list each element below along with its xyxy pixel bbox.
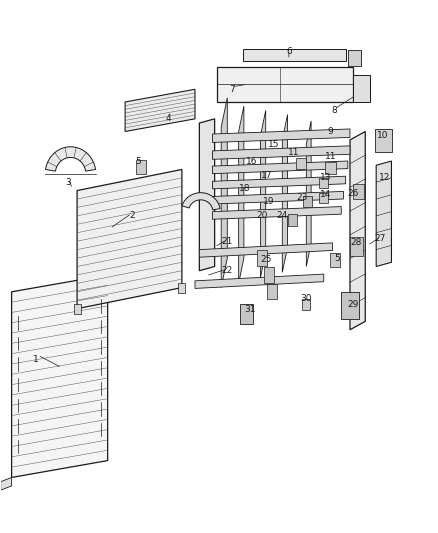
Polygon shape [212,176,346,189]
Text: 9: 9 [328,127,333,136]
Polygon shape [195,274,324,288]
Text: 28: 28 [351,238,362,247]
Bar [302,298,310,310]
Text: 16: 16 [246,157,258,166]
Text: 20: 20 [256,212,268,220]
Text: 5: 5 [334,254,340,263]
Polygon shape [212,146,350,159]
Polygon shape [199,243,332,257]
Text: 8: 8 [332,106,338,115]
Text: 7: 7 [229,85,235,94]
FancyBboxPatch shape [240,304,254,324]
Text: 21: 21 [221,237,233,246]
Bar [325,162,336,174]
Polygon shape [261,110,266,278]
Text: 30: 30 [300,294,312,303]
FancyBboxPatch shape [268,284,277,300]
Polygon shape [212,207,341,219]
Text: 2: 2 [129,212,134,220]
Polygon shape [376,161,392,266]
Text: 4: 4 [166,115,172,123]
Polygon shape [350,132,365,330]
Text: 1: 1 [33,355,39,364]
Text: 13: 13 [320,173,332,182]
Text: 11: 11 [287,148,299,157]
Text: 29: 29 [348,300,359,309]
Polygon shape [306,121,311,266]
Text: 25: 25 [261,255,272,264]
Polygon shape [243,49,346,61]
Text: 18: 18 [239,183,250,192]
Bar [136,160,146,174]
Text: 15: 15 [268,140,279,149]
Bar [353,184,364,199]
Polygon shape [212,161,348,174]
Polygon shape [1,478,12,490]
Polygon shape [217,67,353,102]
FancyBboxPatch shape [178,282,185,293]
Polygon shape [283,115,288,272]
Polygon shape [239,106,244,284]
FancyBboxPatch shape [257,251,267,265]
Text: 3: 3 [66,177,71,187]
Text: 17: 17 [261,171,273,180]
Polygon shape [12,275,108,478]
Text: 31: 31 [245,305,256,314]
Text: 6: 6 [286,47,292,56]
Text: 11: 11 [325,152,336,161]
Polygon shape [125,90,195,132]
Text: 10: 10 [377,131,389,140]
FancyBboxPatch shape [74,304,81,314]
FancyBboxPatch shape [341,292,359,319]
Bar [296,158,306,169]
Polygon shape [46,147,95,171]
Polygon shape [182,192,220,210]
Text: 19: 19 [263,197,275,206]
Bar [350,237,363,255]
FancyBboxPatch shape [265,268,274,282]
Polygon shape [77,169,182,309]
Polygon shape [199,119,215,271]
FancyBboxPatch shape [348,51,361,66]
Polygon shape [221,98,227,288]
Text: 12: 12 [379,173,391,182]
Bar [319,193,328,203]
Text: 24: 24 [277,212,288,220]
Bar [303,196,312,207]
Bar [319,178,328,188]
Polygon shape [212,129,350,142]
Polygon shape [353,75,370,102]
Bar [330,253,340,266]
Text: 5: 5 [135,157,141,166]
Text: 22: 22 [221,266,233,275]
Text: 14: 14 [320,190,332,199]
Polygon shape [212,191,343,204]
Text: 27: 27 [375,234,386,243]
Text: 23: 23 [296,193,307,202]
Bar [288,214,297,226]
Text: 26: 26 [348,189,359,198]
FancyBboxPatch shape [375,129,392,152]
